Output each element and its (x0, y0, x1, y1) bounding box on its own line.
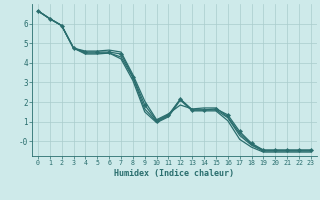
X-axis label: Humidex (Indice chaleur): Humidex (Indice chaleur) (115, 169, 234, 178)
